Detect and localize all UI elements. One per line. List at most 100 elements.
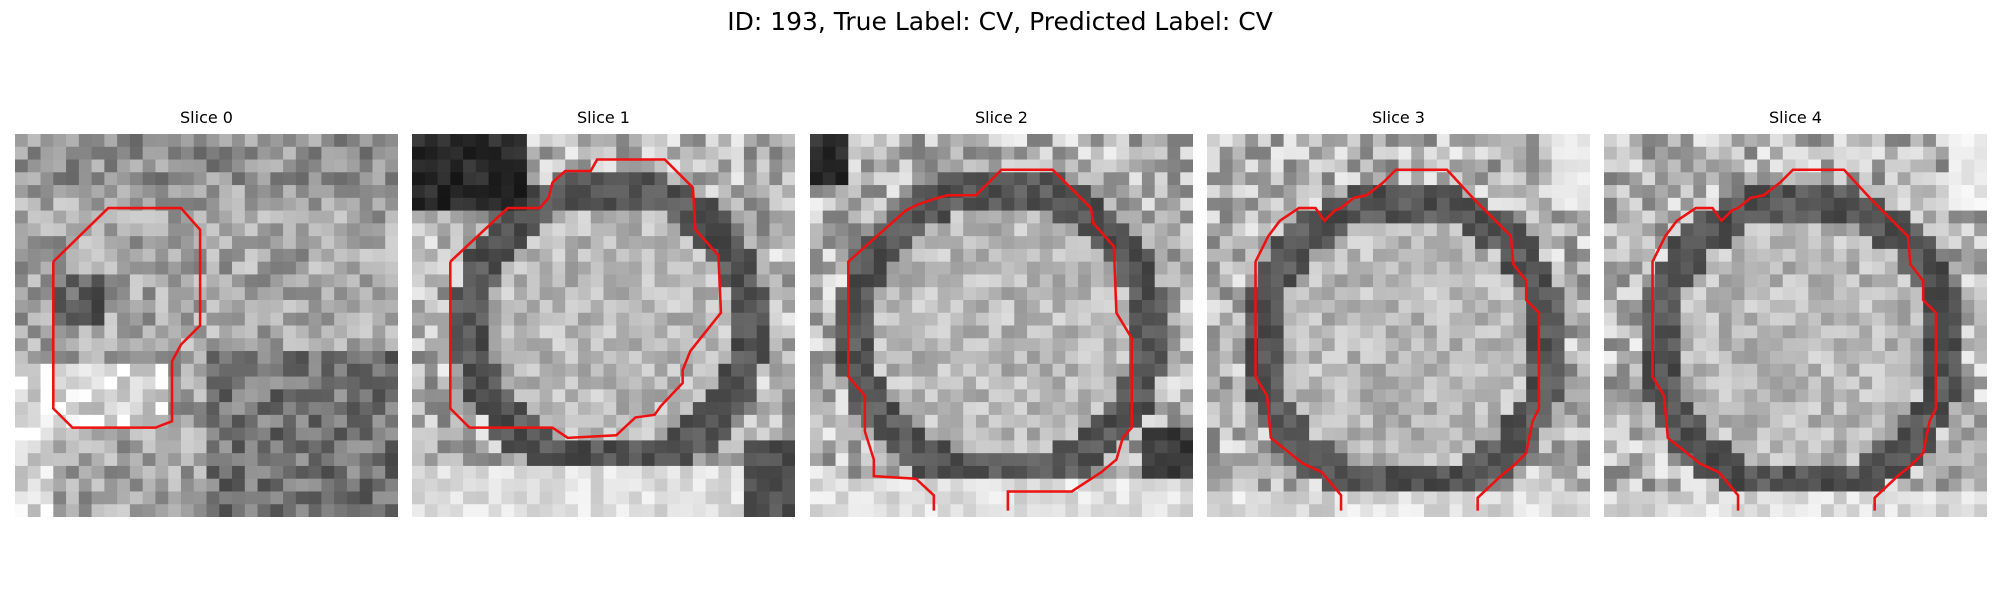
image-pixel [756, 491, 771, 505]
image-pixel [1769, 287, 1784, 301]
image-pixel [1014, 465, 1028, 480]
image-pixel [308, 210, 323, 225]
image-pixel [1846, 465, 1860, 480]
image-pixel [590, 325, 605, 339]
image-pixel [810, 376, 824, 390]
image-pixel [731, 351, 745, 365]
image-pixel [1052, 274, 1066, 288]
image-pixel [848, 351, 862, 365]
image-pixel [1167, 172, 1181, 186]
image-pixel [514, 504, 528, 517]
image-pixel [180, 427, 195, 442]
image-pixel [1808, 402, 1822, 416]
image-pixel [680, 299, 694, 314]
image-pixel [782, 338, 795, 352]
image-pixel [539, 172, 554, 186]
image-pixel [1538, 376, 1553, 390]
image-pixel [334, 248, 348, 263]
image-pixel [743, 146, 758, 161]
image-pixel [142, 210, 157, 225]
image-pixel [1347, 236, 1361, 250]
image-pixel [1655, 185, 1669, 199]
image-pixel [654, 261, 668, 276]
image-pixel [1757, 453, 1771, 467]
image-pixel [501, 414, 515, 429]
image-pixel [346, 274, 361, 288]
image-pixel [1014, 402, 1028, 416]
image-pixel [743, 491, 758, 505]
image-pixel [295, 376, 310, 390]
image-pixel [1129, 287, 1143, 301]
image-pixel [950, 236, 964, 250]
image-pixel [1372, 146, 1387, 161]
image-pixel [1604, 210, 1618, 225]
image-pixel [1872, 376, 1886, 390]
image-pixel [1180, 287, 1193, 301]
image-pixel [835, 185, 849, 199]
image-pixel [590, 236, 605, 250]
image-pixel [1769, 402, 1784, 416]
image-pixel [1078, 299, 1092, 314]
image-pixel [1718, 491, 1733, 505]
image-pixel [372, 172, 386, 186]
image-pixel [692, 134, 707, 148]
image-pixel [412, 134, 426, 148]
image-pixel [1449, 338, 1463, 352]
image-pixel [1207, 376, 1221, 390]
image-pixel [1039, 134, 1054, 148]
image-pixel [488, 159, 503, 173]
image-pixel [1360, 363, 1374, 378]
image-pixel [346, 389, 361, 403]
image-pixel [886, 146, 901, 161]
image-pixel [1078, 363, 1092, 378]
image-pixel [1884, 312, 1899, 327]
image-pixel [1052, 338, 1066, 352]
image-pixel [1014, 325, 1028, 339]
image-pixel [1782, 440, 1797, 454]
image-pixel [577, 504, 592, 517]
image-pixel [641, 389, 656, 403]
image-pixel [155, 210, 169, 225]
image-pixel [1372, 159, 1387, 173]
image-pixel [244, 504, 259, 517]
image-pixel [975, 427, 990, 442]
image-pixel [1245, 185, 1259, 199]
image-pixel [1462, 134, 1476, 148]
image-pixel [1821, 185, 1835, 199]
image-pixel [1129, 210, 1143, 225]
image-pixel [975, 351, 990, 365]
image-pixel [1910, 299, 1924, 314]
image-pixel [1884, 223, 1899, 237]
image-pixel [616, 504, 630, 517]
image-pixel [1795, 236, 1809, 250]
image-pixel [359, 338, 374, 352]
image-pixel [117, 172, 131, 186]
image-pixel [667, 414, 681, 429]
image-pixel [1027, 402, 1041, 416]
image-pixel [1129, 236, 1143, 250]
image-pixel [475, 402, 490, 416]
image-pixel [321, 504, 335, 517]
image-pixel [1564, 376, 1578, 390]
image-pixel [1910, 185, 1924, 199]
image-pixel [1296, 159, 1310, 173]
image-pixel [1923, 389, 1937, 403]
image-pixel [1859, 223, 1873, 237]
image-pixel [1167, 402, 1181, 416]
image-pixel [1577, 402, 1590, 416]
image-pixel [899, 351, 913, 365]
image-pixel [705, 389, 720, 403]
image-pixel [1935, 312, 1950, 327]
image-pixel [1219, 134, 1234, 148]
image-pixel [1564, 478, 1578, 493]
image-pixel [552, 210, 566, 225]
image-pixel [334, 338, 348, 352]
image-pixel [1014, 287, 1028, 301]
image-pixel [1398, 453, 1412, 467]
image-pixel [1424, 172, 1438, 186]
image-pixel [1245, 414, 1259, 429]
image-pixel [1526, 172, 1540, 186]
image-pixel [1948, 146, 1963, 161]
image-pixel [873, 197, 888, 212]
image-pixel [769, 325, 783, 339]
